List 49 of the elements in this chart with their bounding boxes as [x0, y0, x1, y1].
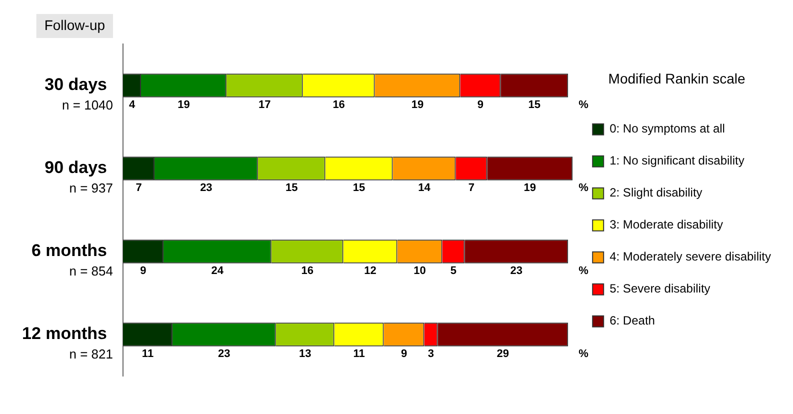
data-label: 29: [496, 348, 510, 360]
data-label: 17: [258, 98, 271, 111]
legend-title: Modified Rankin scale: [608, 70, 746, 86]
data-label: 24: [211, 264, 224, 277]
legend-label: 2: Slight disability: [610, 186, 702, 200]
text: %: [578, 348, 589, 360]
text: n = 821: [69, 346, 114, 362]
data-label: 7: [136, 182, 142, 194]
data-label: 3: [428, 348, 434, 360]
y-tick-label: 30 days: [44, 75, 108, 94]
y-axis-title: Follow-up: [44, 16, 106, 33]
data-label: 11: [142, 348, 154, 360]
data-label: 19: [524, 182, 536, 194]
legend-label: 3: Moderate disability: [610, 218, 723, 232]
data-label: 23: [200, 182, 212, 194]
data-label: 23: [510, 264, 523, 277]
data-label: 16: [332, 98, 345, 111]
y-tick-label: 12 months: [22, 324, 108, 344]
data-label: 9: [477, 98, 484, 111]
text: n = 854: [69, 263, 114, 278]
data-label: 15: [352, 182, 366, 194]
data-label: 23: [218, 348, 230, 360]
text: n = 1040: [62, 97, 114, 112]
data-label: 5: [450, 264, 457, 277]
data-label: 4: [128, 98, 136, 111]
text: %: [578, 98, 589, 111]
data-label: 9: [400, 348, 408, 360]
data-label: 11: [353, 348, 365, 360]
data-label: 10: [414, 264, 426, 277]
text: %: [578, 182, 589, 194]
data-label: 19: [178, 98, 190, 111]
data-label: 14: [418, 182, 432, 194]
data-label: 19: [411, 98, 424, 111]
data-label: 13: [298, 348, 312, 360]
legend-label: 5: Severe disability: [610, 282, 710, 296]
data-label: 16: [301, 264, 314, 277]
text: %: [578, 264, 589, 277]
data-label: 9: [140, 264, 146, 277]
data-label: 15: [285, 182, 298, 194]
legend-label: 6: Death: [610, 314, 655, 328]
legend-label: 0: No symptoms at all: [610, 122, 725, 136]
data-label: 12: [364, 264, 376, 277]
y-tick-label: 6 months: [31, 241, 108, 260]
data-label: 7: [468, 182, 474, 194]
text: n = 937: [69, 180, 114, 196]
legend-label: 4: Moderately severe disability: [610, 250, 772, 264]
legend-label: 1: No significant disability: [610, 154, 744, 168]
y-tick-label: 90 days: [44, 158, 108, 178]
data-label: 15: [528, 98, 541, 111]
